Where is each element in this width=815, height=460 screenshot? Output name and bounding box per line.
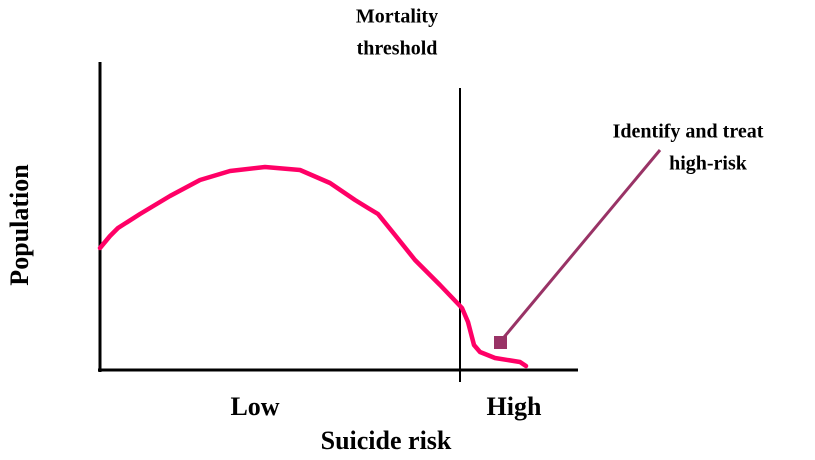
annotation-text: Identify and treat [613,121,764,143]
x-category-label: High [487,392,542,421]
threshold-label: Mortality [356,6,438,28]
x-axis-label: Suicide risk [321,426,452,455]
annotation-text: high-risk [669,153,748,175]
y-axis-label: Population [5,164,34,286]
annotation-marker [494,336,507,349]
threshold-label: threshold [357,38,438,60]
population-curve [97,164,529,369]
x-category-label: Low [230,392,279,421]
annotation-arrow [498,149,662,343]
